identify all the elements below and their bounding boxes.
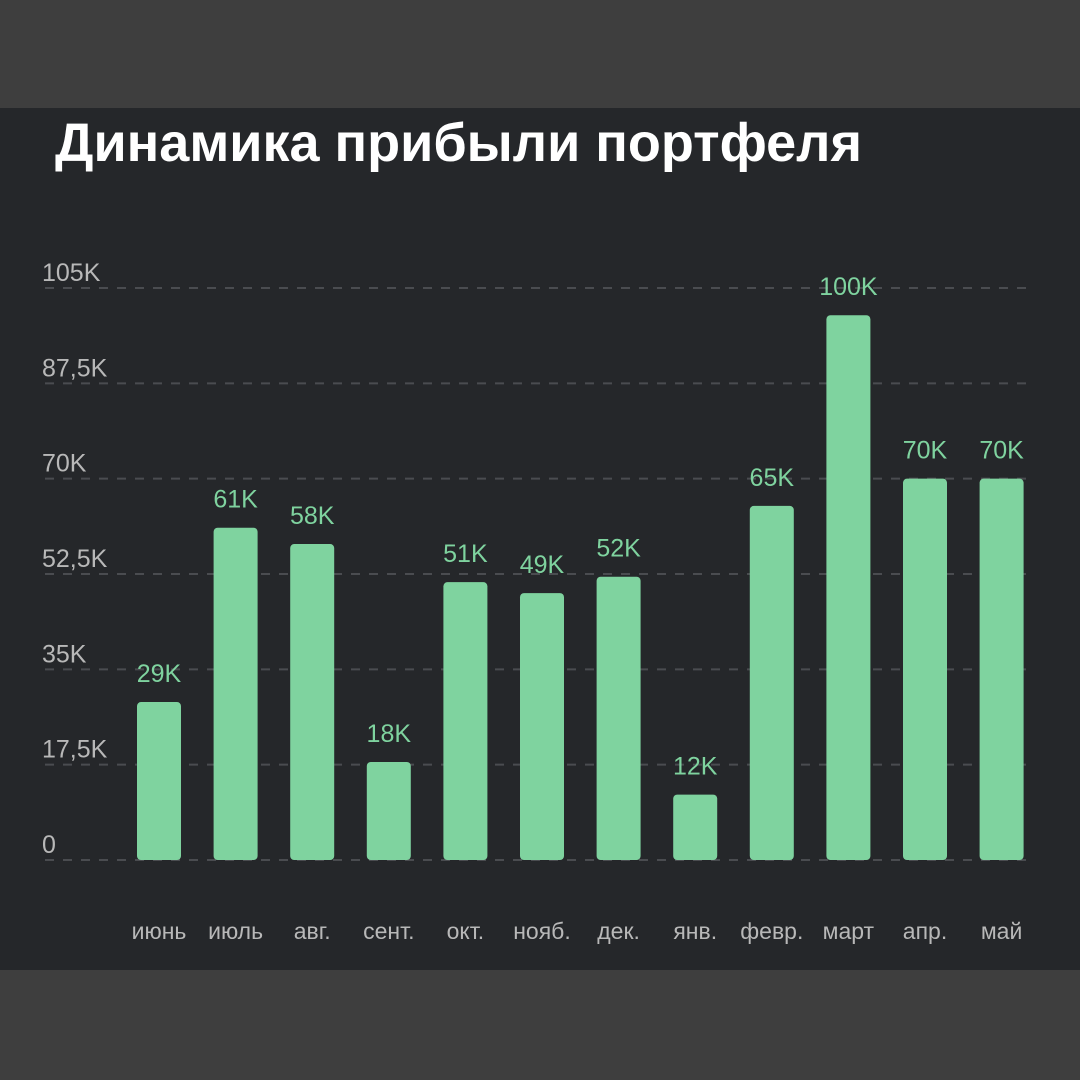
value-label: 70K [903,437,948,465]
x-tick-label: февр. [740,918,803,944]
value-label: 18K [367,720,412,748]
x-tick-label: дек. [597,918,640,944]
bar [903,478,947,860]
value-label: 61K [213,486,258,514]
bar [520,593,564,860]
chart-card: Динамика прибыли портфеля 0 17,5K 35K 52,5K… [0,108,1080,970]
y-tick-label: 0 [42,831,56,859]
bar [443,582,488,860]
bar-chart: 0 17,5K 35K 52,5K 70K 87,5K 105K 29K 61K 58K 18K 5… [42,259,1030,944]
bars [137,315,1024,860]
bar [137,702,181,860]
bar [673,794,718,860]
value-label: 51K [443,540,488,568]
x-tick-label: окт. [447,918,485,944]
chart-title: Динамика прибыли портфеля [55,113,862,173]
y-axis-ticks: 0 17,5K 35K 52,5K 70K 87,5K 105K [42,259,108,859]
value-label: 65K [750,464,795,492]
x-tick-label: март [823,918,875,944]
value-label: 70K [979,437,1024,465]
value-label: 49K [520,551,565,579]
x-tick-label: май [981,918,1022,944]
value-label: 100K [819,273,878,301]
bar [366,761,411,860]
x-tick-label: апр. [903,918,947,944]
y-tick-label: 17,5K [42,736,108,764]
x-tick-label: сент. [363,918,414,944]
y-tick-label: 52,5K [42,545,108,573]
bar [749,505,794,860]
value-label: 58K [290,502,335,530]
x-tick-label: июнь [132,918,187,944]
y-tick-label: 70K [42,450,87,478]
bar [290,544,335,860]
x-tick-label: янв. [673,918,717,944]
bar [596,576,641,860]
y-tick-label: 35K [42,640,87,668]
y-tick-label: 87,5K [42,354,108,382]
value-label: 12K [673,753,718,781]
bar [979,478,1024,860]
value-labels: 29K 61K 58K 18K 51K 49K 52K 12K 65K 100K 70K 70K [137,273,1024,780]
x-axis-ticks: июнь июль авг. сент. окт. нояб. дек. янв. февр. м… [132,918,1023,944]
x-tick-label: нояб. [513,918,571,944]
bar [826,315,871,860]
x-tick-label: июль [208,918,263,944]
value-label: 52K [596,535,641,563]
y-tick-label: 105K [42,259,101,287]
bar [213,527,258,860]
x-tick-label: авг. [294,918,331,944]
value-label: 29K [137,660,182,688]
